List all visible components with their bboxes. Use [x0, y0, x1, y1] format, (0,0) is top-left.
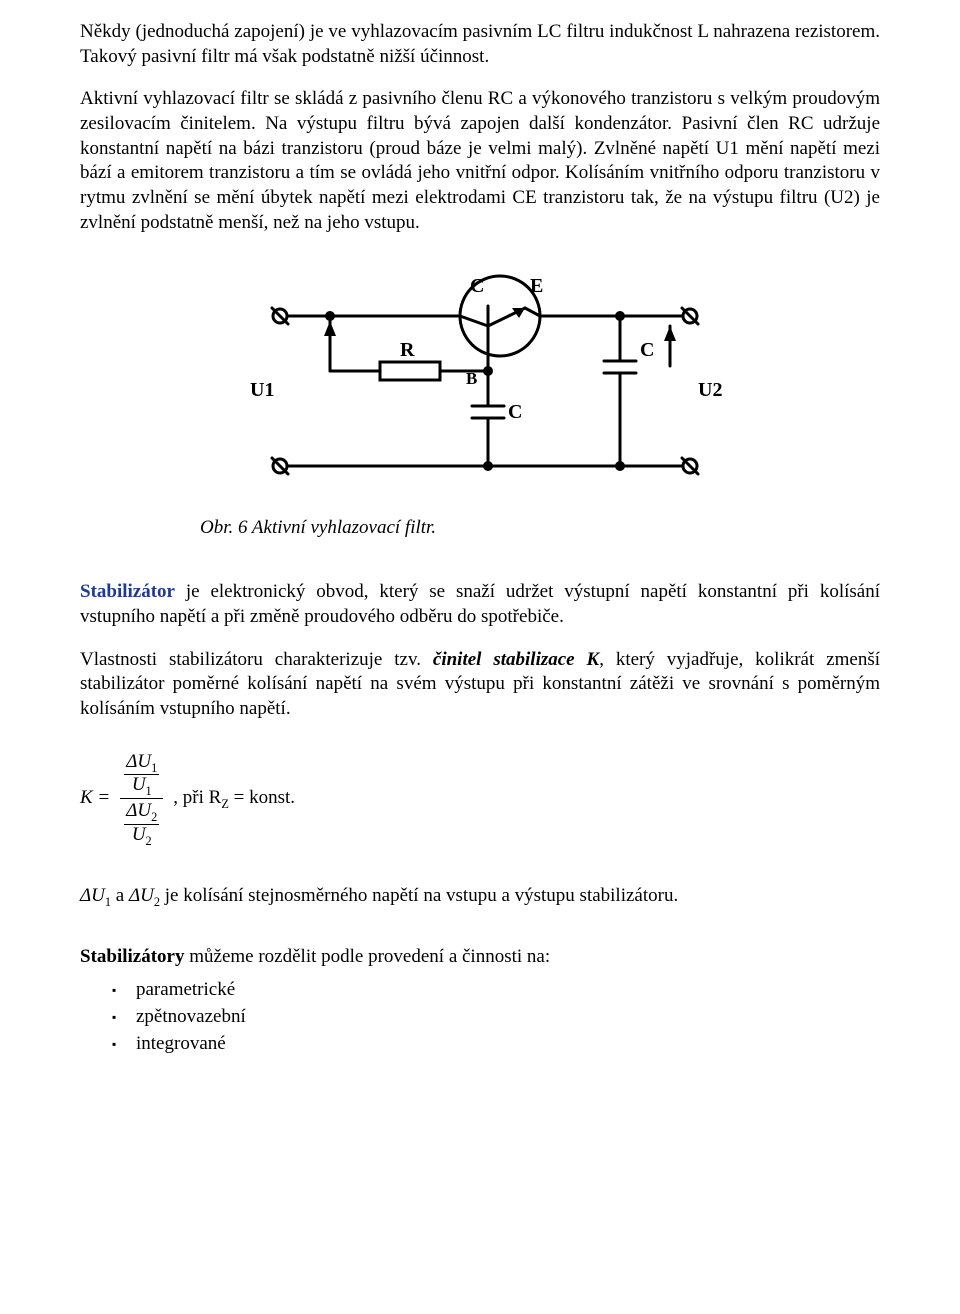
paragraph-cinitel: Vlastnosti stabilizátoru charakterizuje …	[80, 648, 880, 722]
formula-u2-sub: 2	[146, 834, 152, 848]
paragraph-delta: ΔU1 a ΔU2 je kolísání stejnosměrného nap…	[80, 884, 880, 910]
label-u2: U2	[698, 379, 722, 401]
formula-du1: ΔU	[126, 751, 151, 772]
delta-mid: a	[116, 885, 129, 906]
formula-du2-sub: 2	[151, 810, 157, 824]
delta-u1: ΔU	[80, 885, 105, 906]
formula-du2: ΔU	[126, 800, 151, 821]
text-cinitel-pre: Vlastnosti stabilizátoru charakterizuje …	[80, 649, 433, 670]
label-u1: U1	[250, 379, 274, 401]
delta-u2-sub: 2	[154, 894, 160, 908]
list-item: zpětnovazební	[136, 1005, 880, 1030]
label-c-cap1: C	[508, 401, 522, 423]
figure-6-circuit: U1 U2 R C E B C C	[80, 266, 880, 506]
label-e-emitter: E	[530, 275, 543, 297]
formula-u1-sub: 1	[146, 784, 152, 798]
term-cinitel: činitel stabilizace K	[433, 649, 599, 670]
text-stab-rest: je elektronický obvod, který se snaží ud…	[80, 581, 880, 627]
figure-6-caption: Obr. 6 Aktivní vyhlazovací filtr.	[200, 516, 880, 541]
paragraph-2: Aktivní vyhlazovací filtr se skládá z pa…	[80, 87, 880, 235]
label-b-base: B	[466, 369, 477, 388]
formula-k-eq: K =	[80, 786, 110, 811]
list-item: parametrické	[136, 978, 880, 1003]
delta-u2: ΔU	[129, 885, 154, 906]
delta-u1-sub: 1	[105, 894, 111, 908]
formula-k: K = ΔU1 U1 ΔU2 U2 , při RZ = konst.	[80, 750, 880, 848]
formula-suffix: , při RZ = konst.	[173, 786, 295, 812]
formula-du1-sub: 1	[151, 760, 157, 774]
label-c-collector: C	[470, 275, 484, 297]
formula-u2: U	[132, 824, 146, 845]
formula-u1: U	[132, 774, 146, 795]
text-types-rest: můžeme rozdělit podle provedení a činnos…	[185, 946, 551, 967]
paragraph-types: Stabilizátory můžeme rozdělit podle prov…	[80, 945, 880, 970]
list-item: integrované	[136, 1032, 880, 1057]
delta-rest: je kolísání stejnosměrného napětí na vst…	[165, 885, 678, 906]
term-stabilizatory: Stabilizátory	[80, 946, 185, 967]
paragraph-stabilizator: Stabilizátor je elektronický obvod, kter…	[80, 580, 880, 629]
label-r: R	[400, 339, 415, 361]
term-stabilizator: Stabilizátor	[80, 581, 175, 602]
label-c-cap2: C	[640, 339, 654, 361]
paragraph-1: Někdy (jednoduchá zapojení) je ve vyhlaz…	[80, 20, 880, 69]
stabilizator-types-list: parametrické zpětnovazební integrované	[80, 978, 880, 1056]
